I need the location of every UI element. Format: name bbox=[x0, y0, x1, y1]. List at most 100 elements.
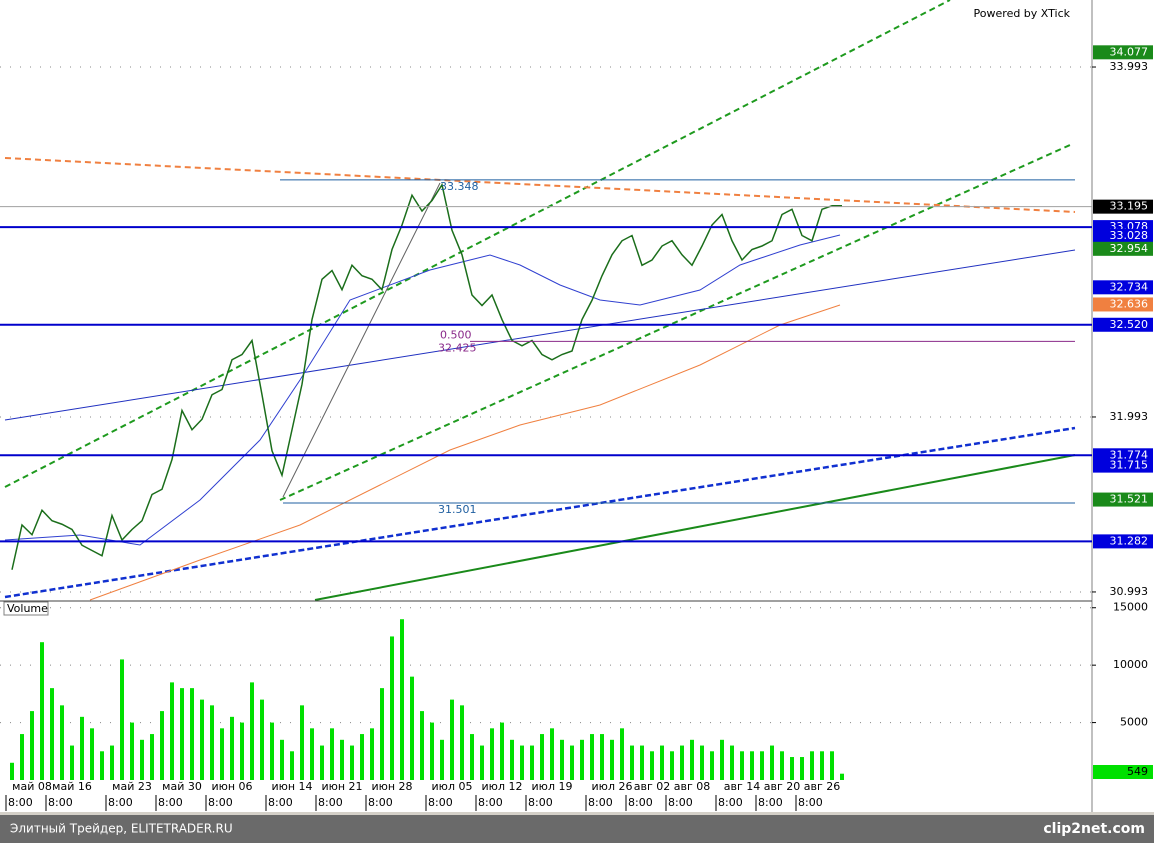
price-marker-label: 32.734 bbox=[1110, 280, 1149, 293]
volume-bar bbox=[610, 739, 614, 780]
x-time-label: 8:00 bbox=[758, 796, 783, 809]
volume-bar bbox=[10, 762, 14, 780]
x-time-label: 8:00 bbox=[158, 796, 183, 809]
fib-label: 0.500 bbox=[440, 328, 472, 341]
volume-bar bbox=[200, 699, 204, 780]
trendline bbox=[4, 0, 951, 488]
volume-bar bbox=[760, 751, 764, 780]
volume-bar bbox=[100, 751, 104, 780]
price-marker-label: 32.520 bbox=[1110, 318, 1149, 331]
x-tick-label: авг 20 bbox=[764, 780, 801, 793]
volume-bar bbox=[590, 734, 594, 780]
volume-bar bbox=[270, 722, 274, 780]
price-marker-label: 31.521 bbox=[1110, 493, 1149, 506]
last-volume-box bbox=[1093, 765, 1153, 779]
x-tick-label: авг 26 bbox=[804, 780, 841, 793]
volume-bar bbox=[300, 705, 304, 780]
volume-bar bbox=[240, 722, 244, 780]
price-marker-box bbox=[1093, 297, 1153, 312]
volume-bar bbox=[130, 722, 134, 780]
price-marker-label: 32.954 bbox=[1110, 242, 1149, 255]
price-marker-box bbox=[1093, 241, 1153, 256]
volume-bar bbox=[230, 716, 234, 780]
volume-bar bbox=[710, 751, 714, 780]
y-tick-label: 10000 bbox=[1113, 658, 1148, 671]
drawings bbox=[4, 0, 1076, 601]
x-time-label: 8:00 bbox=[588, 796, 613, 809]
annotation-label: 32.425 bbox=[438, 341, 477, 354]
volume-bar bbox=[120, 659, 124, 780]
x-tick-label: авг 08 bbox=[674, 780, 711, 793]
volume-bar bbox=[770, 745, 774, 780]
x-time-label: 8:00 bbox=[268, 796, 293, 809]
volume-bar bbox=[170, 682, 174, 780]
price-marker-box bbox=[1093, 317, 1153, 332]
volume-bar bbox=[440, 739, 444, 780]
x-time-label: 8:00 bbox=[208, 796, 233, 809]
volume-bar bbox=[540, 734, 544, 780]
x-tick-label: июл 12 bbox=[482, 780, 523, 793]
volume-bar bbox=[140, 739, 144, 780]
trendline bbox=[314, 454, 1076, 601]
volume-bar bbox=[290, 751, 294, 780]
x-time-label: 8:00 bbox=[628, 796, 653, 809]
price-marker-box bbox=[1093, 534, 1153, 549]
price-marker-label: 31.715 bbox=[1110, 459, 1149, 472]
volume-bar bbox=[730, 745, 734, 780]
volume-bar bbox=[60, 705, 64, 780]
price-line bbox=[11, 182, 842, 570]
y-tick-label: 31.993 bbox=[1110, 410, 1149, 423]
price-marker-box bbox=[1093, 458, 1153, 473]
volume-bar bbox=[340, 739, 344, 780]
volume-bar bbox=[800, 757, 804, 780]
price-marker-box bbox=[1093, 45, 1153, 60]
x-tick-label: июн 28 bbox=[371, 780, 412, 793]
volume-bar bbox=[330, 728, 334, 780]
y-tick-label: 5000 bbox=[1120, 716, 1148, 729]
volume-bar bbox=[190, 688, 194, 780]
volume-bar bbox=[400, 619, 404, 780]
volume-bar bbox=[390, 636, 394, 780]
volume-bar bbox=[480, 745, 484, 780]
trendline bbox=[4, 157, 1076, 213]
x-tick-label: июн 21 bbox=[321, 780, 362, 793]
volume-bar bbox=[600, 734, 604, 780]
volume-bar bbox=[150, 734, 154, 780]
volume-bar bbox=[50, 688, 54, 780]
volume-bar bbox=[80, 716, 84, 780]
moving-average bbox=[89, 304, 841, 601]
y-tick-label: 15000 bbox=[1113, 601, 1148, 614]
volume-bar bbox=[460, 705, 464, 780]
volume-bar bbox=[410, 676, 414, 780]
volume-bar bbox=[70, 745, 74, 780]
price-marker-label: 34.077 bbox=[1110, 45, 1149, 58]
x-time-label: 8:00 bbox=[318, 796, 343, 809]
volume-bar bbox=[550, 728, 554, 780]
price-marker-box bbox=[1093, 492, 1153, 507]
x-tick-label: май 08 bbox=[12, 780, 52, 793]
volume-bar bbox=[110, 745, 114, 780]
footer-bar bbox=[0, 815, 1154, 843]
trendline bbox=[4, 249, 1076, 421]
trendline bbox=[282, 182, 441, 498]
volume-bar bbox=[780, 751, 784, 780]
volume-bar bbox=[250, 682, 254, 780]
volume-bar bbox=[620, 728, 624, 780]
x-tick-label: авг 14 bbox=[724, 780, 761, 793]
x-tick-label: май 16 bbox=[52, 780, 92, 793]
x-time-label: 8:00 bbox=[8, 796, 33, 809]
volume-bar bbox=[720, 739, 724, 780]
annotation-label: 33.348 bbox=[440, 180, 479, 193]
x-tick-label: июл 05 bbox=[432, 780, 473, 793]
price-marker-label: 31.282 bbox=[1110, 534, 1149, 547]
y-tick-label: 33.993 bbox=[1110, 60, 1149, 73]
strip bbox=[0, 812, 1154, 815]
volume-bar bbox=[360, 734, 364, 780]
volume-bar bbox=[680, 745, 684, 780]
volume-bar bbox=[740, 751, 744, 780]
price-marker-box bbox=[1093, 280, 1153, 295]
volume-bar bbox=[30, 711, 34, 780]
x-time-label: 8:00 bbox=[668, 796, 693, 809]
volume-bar bbox=[380, 688, 384, 780]
